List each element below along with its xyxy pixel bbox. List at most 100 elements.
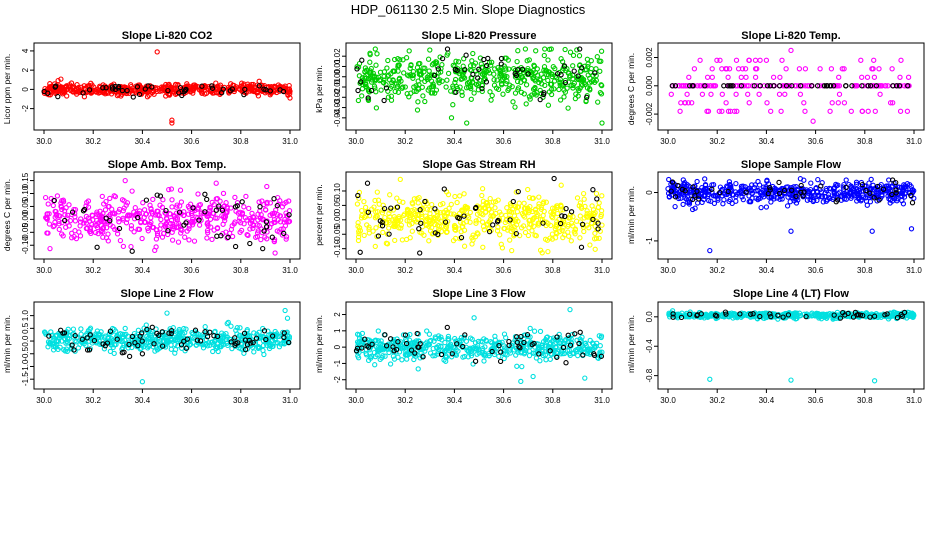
data-point [256,83,262,89]
data-point [512,90,519,96]
data-point [725,188,731,195]
data-point [777,74,783,80]
y-axis: -10 [645,190,658,244]
data-point [562,46,568,53]
data-point [103,215,109,221]
panel-line4-lt-flow: Slope Line 4 (LT) Flow ml/min per min. -… [626,288,925,405]
data-point [536,194,542,200]
data-point [418,220,424,226]
data-point [239,199,245,205]
data-point [814,83,821,89]
data-point [553,229,559,236]
data-point [531,328,538,334]
data-point [422,65,428,71]
x-tick-label: 30.4 [135,266,151,275]
data-point [169,120,175,126]
data-point [519,210,526,217]
data-point [544,68,550,74]
data-point [540,220,546,226]
data-point [410,75,416,81]
data-point [461,191,467,197]
data-point [571,68,577,74]
data-point [886,185,893,192]
data-point [202,324,208,330]
data-point [245,232,251,239]
data-point [561,94,567,100]
data-point [386,231,392,237]
data-point [468,96,474,102]
data-point [439,55,446,62]
data-point [450,102,456,108]
data-point [836,74,842,80]
data-point [107,195,113,202]
data-point [89,212,95,218]
y-tick-label: 1.0 [21,310,30,322]
x-axis: 30.0 30.2 30.4 30.6 30.8 31.0 [36,259,298,275]
data-point [899,193,905,199]
data-point [725,74,731,80]
data-point [540,212,546,219]
figure-title: HDP_061130 2.5 Min. Slope Diagnostics [351,2,586,17]
data-point [185,211,192,217]
data-point [764,178,770,184]
data-point [714,57,720,63]
data-point [146,84,152,90]
data-point [154,49,160,55]
data-point [385,57,391,64]
data-point [874,183,881,190]
data-point [514,209,521,215]
data-point [690,184,696,190]
data-point [409,72,416,79]
data-point [570,85,576,91]
data-point [44,230,50,236]
data-point [77,219,84,225]
data-point [41,88,47,95]
data-point [440,200,446,207]
data-point [179,92,185,99]
data-point [668,91,674,97]
data-point [522,205,529,212]
plot-frame [657,42,925,131]
data-point [833,199,839,205]
data-point [694,200,701,206]
data-point [239,210,246,216]
data-point [709,66,715,72]
data-point [509,247,515,254]
data-point [557,82,563,88]
data-point [535,222,542,228]
data-point [365,209,371,215]
data-point [843,177,849,183]
x-axis: 30.0 30.2 30.4 30.6 30.8 31.0 [660,259,922,275]
data-point [506,208,512,215]
data-point [244,231,250,238]
x-tick-label: 30.6 [808,396,824,405]
data-point [904,108,911,114]
data-point [831,186,837,192]
data-point [264,229,270,235]
data-point [432,90,438,96]
data-point [44,88,51,94]
data-point [286,198,292,204]
data-point [362,74,368,80]
data-point [246,205,252,212]
x-tick-label: 30.0 [660,396,676,405]
y-tick-label: -0.04 [333,108,342,127]
data-point [126,212,132,218]
data-point [373,62,379,68]
data-point [452,66,458,73]
data-point [425,56,432,62]
data-point [855,192,862,198]
data-point [477,210,483,216]
data-point [486,219,492,225]
data-point [545,77,551,84]
data-point [483,62,490,69]
data-point [102,207,109,213]
data-point [281,219,287,225]
data-point [285,91,291,97]
data-point [562,89,569,95]
data-point [743,74,749,80]
data-point [908,192,914,199]
data-point [735,66,742,72]
data-point [541,52,547,59]
data-point [731,108,738,114]
